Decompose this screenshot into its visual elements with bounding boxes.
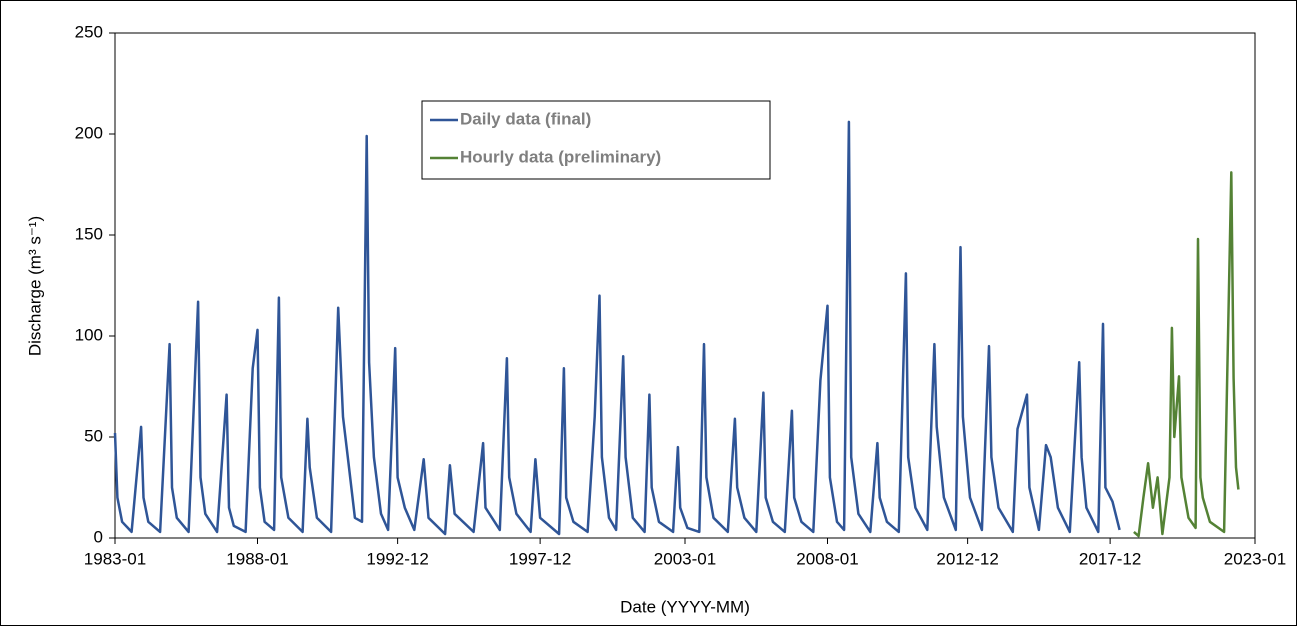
x-tick-label: 2017-12 <box>1079 549 1141 568</box>
legend-label: Daily data (final) <box>460 109 591 128</box>
x-tick-label: 1988-01 <box>226 549 288 568</box>
y-tick-label: 150 <box>75 224 103 243</box>
x-tick-label: 1983-01 <box>84 549 146 568</box>
x-tick-label: 2023-01 <box>1224 549 1286 568</box>
x-tick-label: 2008-01 <box>796 549 858 568</box>
legend-box <box>421 100 771 180</box>
x-tick-label: 2003-01 <box>654 549 716 568</box>
y-axis-label: Discharge (m³ s⁻¹) <box>25 216 44 356</box>
y-tick-label: 0 <box>94 527 103 546</box>
data-line <box>1133 171 1240 538</box>
y-tick-label: 50 <box>84 426 103 445</box>
x-axis-label: Date (YYYY-MM) <box>620 597 750 616</box>
data-line <box>113 120 1121 536</box>
y-tick-label: 250 <box>75 22 103 41</box>
x-tick-label: 1992-12 <box>366 549 428 568</box>
y-tick-label: 100 <box>75 325 103 344</box>
legend-label: Hourly data (preliminary) <box>460 147 661 166</box>
y-tick-label: 200 <box>75 123 103 142</box>
x-tick-label: 1997-12 <box>509 549 571 568</box>
x-tick-label: 2012-12 <box>936 549 998 568</box>
